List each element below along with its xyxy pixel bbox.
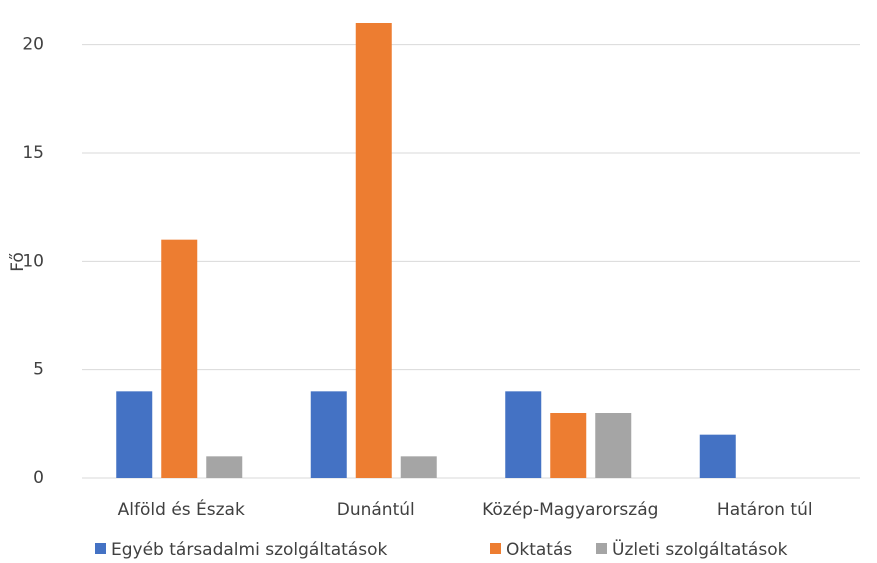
- x-tick-label: Határon túl: [717, 500, 813, 520]
- bar: [400, 456, 437, 478]
- bar: [699, 434, 736, 478]
- legend-swatch: [596, 543, 607, 554]
- y-tick-label: 15: [22, 143, 44, 163]
- y-tick-label: 10: [22, 251, 44, 271]
- legend-label: Egyéb társadalmi szolgáltatások: [111, 540, 387, 560]
- x-tick-label: Alföld és Észak: [118, 498, 245, 520]
- legend-label: Üzleti szolgáltatások: [612, 538, 788, 560]
- x-tick-label: Közép-Magyarország: [482, 500, 658, 520]
- legend-label: Oktatás: [506, 540, 572, 560]
- bar: [161, 239, 198, 478]
- legend-swatch: [490, 543, 501, 554]
- bar: [595, 413, 632, 478]
- bar: [116, 391, 153, 478]
- x-tick-label: Dunántúl: [337, 500, 415, 520]
- bar: [355, 23, 392, 478]
- y-tick-label: 0: [33, 468, 44, 488]
- bar: [505, 391, 542, 478]
- legend-swatch: [95, 543, 106, 554]
- bar: [206, 456, 243, 478]
- bar: [550, 413, 587, 478]
- bar: [310, 391, 347, 478]
- y-tick-label: 20: [22, 35, 44, 55]
- y-axis-label: Fő: [8, 252, 28, 272]
- y-tick-label: 5: [33, 360, 44, 380]
